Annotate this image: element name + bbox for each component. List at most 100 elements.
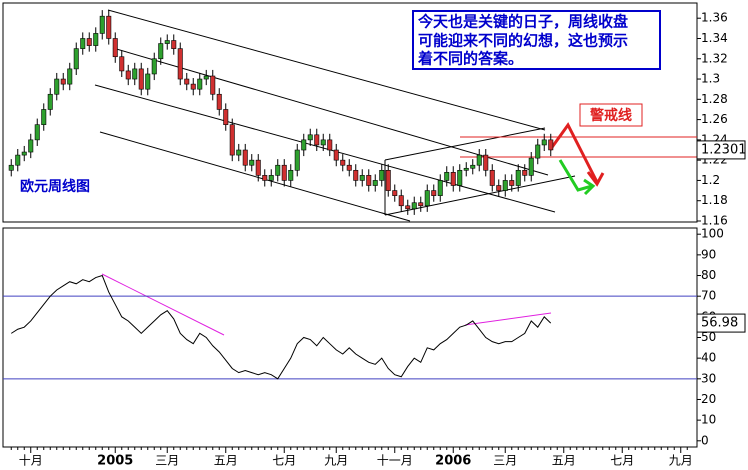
- candle-body: [112, 38, 118, 58]
- candle-body: [93, 33, 99, 46]
- x-tick-label: 2005: [97, 454, 133, 469]
- candle-body: [301, 139, 307, 151]
- alert-label: 警戒线: [590, 107, 632, 124]
- y-tick-label: 10: [701, 413, 716, 427]
- candle-body: [106, 15, 112, 39]
- candle-body: [229, 124, 235, 156]
- rsi-line: [10, 274, 552, 380]
- alert-box: [579, 103, 643, 127]
- candle-body: [132, 68, 138, 80]
- candle-body: [151, 58, 157, 75]
- candle-body: [197, 78, 203, 90]
- y-tick-label: 1.28: [701, 92, 728, 106]
- candle-body: [470, 164, 476, 169]
- y-tick-label: 30: [701, 371, 716, 385]
- value-tag-label: 56.98: [701, 316, 738, 331]
- candle-body: [405, 205, 411, 210]
- annotation-box: [412, 10, 661, 70]
- candle-body: [60, 78, 66, 85]
- candle-body: [184, 78, 190, 85]
- candle-body: [262, 175, 268, 181]
- candle-body: [145, 73, 151, 90]
- chart-title: 欧元周线图: [20, 178, 90, 195]
- y-tick-label: 1.34: [701, 31, 728, 45]
- candle-body: [236, 149, 242, 156]
- candle-body: [34, 124, 40, 141]
- y-tick-label: 1.16: [701, 213, 728, 227]
- candle-body: [359, 175, 365, 181]
- y-tick-label: 1.3: [701, 72, 720, 86]
- x-tick-label: 七月: [610, 454, 634, 468]
- candle-body: [385, 169, 391, 191]
- candle-body: [190, 83, 196, 90]
- candle-body: [203, 75, 209, 80]
- alert-lines: [460, 136, 697, 158]
- candle-body: [333, 149, 339, 161]
- y-tick-label: 1.36: [701, 11, 728, 25]
- candle-body: [444, 172, 450, 181]
- candle-body: [15, 154, 21, 166]
- x-tick-label: 十月: [19, 454, 43, 468]
- candle-body: [288, 169, 294, 181]
- candle-body: [281, 164, 287, 181]
- rsi-trend-line: [101, 273, 225, 336]
- candle-body: [437, 180, 443, 196]
- candle-body: [8, 164, 14, 171]
- candle-body: [424, 190, 430, 207]
- x-tick-label: 九月: [669, 454, 693, 468]
- value-tag: [696, 313, 746, 333]
- candle-body: [67, 68, 73, 85]
- candle-body: [392, 190, 398, 196]
- candle-body: [379, 169, 385, 181]
- y-tick-label: 1.18: [701, 193, 728, 207]
- candle-body: [450, 172, 456, 186]
- x-tick-label: 五月: [552, 454, 576, 468]
- candle-body: [372, 180, 378, 186]
- x-tick-label: 九月: [324, 454, 348, 468]
- candle-body: [457, 169, 463, 186]
- candle-body: [346, 164, 352, 171]
- value-tag: [696, 140, 746, 160]
- arrows: [548, 122, 605, 196]
- candle-body: [216, 93, 222, 110]
- candle-body: [164, 40, 170, 44]
- candle-body: [548, 139, 554, 151]
- candle-body: [496, 185, 502, 191]
- candle-body: [353, 169, 359, 181]
- candle-body: [41, 109, 47, 125]
- x-tick-label: 2006: [435, 454, 471, 469]
- candle-body: [47, 93, 53, 110]
- candle-body: [320, 139, 326, 146]
- y-tick-label: 40: [701, 351, 716, 365]
- candle-body: [119, 56, 125, 72]
- y-tick-label: 20: [701, 392, 716, 406]
- y-tick-label: 90: [701, 247, 716, 261]
- candle-body: [509, 180, 515, 186]
- candle-body: [307, 134, 313, 141]
- candle-body: [125, 70, 131, 80]
- y-tick-label: 100: [701, 227, 724, 241]
- candle-body: [171, 40, 177, 49]
- candle-body: [54, 78, 60, 95]
- candle-body: [340, 159, 346, 166]
- rsi-panel: [2, 227, 698, 448]
- x-tick-label: 十一月: [377, 454, 413, 468]
- annotation: 可能迎来不同的幻想，这也预示: [418, 32, 628, 50]
- x-tick-label: 五月: [214, 454, 238, 468]
- candle-body: [541, 139, 547, 146]
- price-panel: [2, 2, 698, 223]
- annotation: 今天也是关键的日子，周线收盘: [417, 13, 628, 31]
- candle-body: [463, 167, 469, 171]
- candle-body: [177, 48, 183, 80]
- candle-body: [515, 169, 521, 186]
- candle-body: [489, 169, 495, 186]
- candle-body: [80, 38, 86, 49]
- x-tick-label: 三月: [493, 454, 517, 468]
- candle-body: [418, 202, 424, 207]
- value-tag-label: 1.2301: [701, 142, 747, 157]
- rsi-trend-line: [464, 312, 552, 326]
- y-tick-label: 70: [701, 289, 716, 303]
- candle-body: [242, 149, 248, 166]
- candle-body: [476, 154, 482, 166]
